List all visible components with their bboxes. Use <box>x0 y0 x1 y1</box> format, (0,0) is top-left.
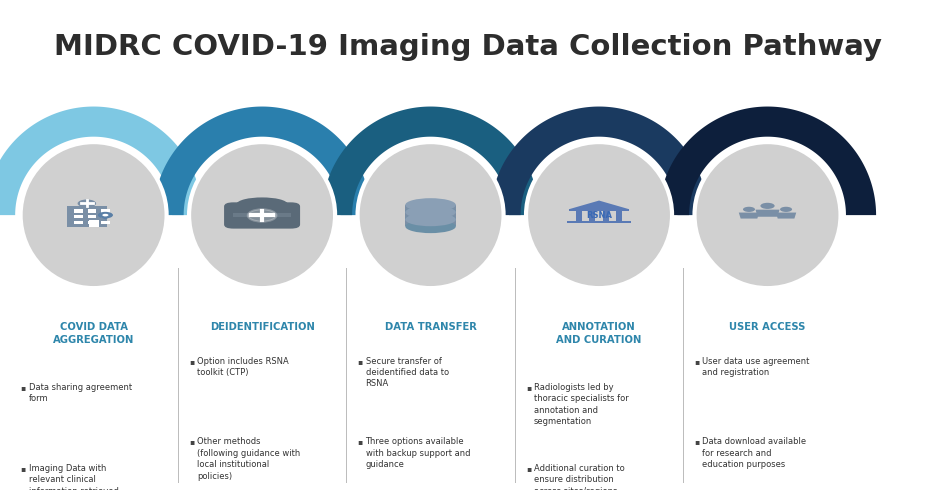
Text: ▪: ▪ <box>21 464 26 473</box>
Polygon shape <box>490 106 708 215</box>
Text: RSNA: RSNA <box>586 211 612 220</box>
Polygon shape <box>659 106 876 215</box>
Ellipse shape <box>405 220 456 233</box>
FancyBboxPatch shape <box>233 213 291 217</box>
Ellipse shape <box>405 205 456 219</box>
Text: USER ACCESS: USER ACCESS <box>729 322 806 332</box>
Text: Option includes RSNA
toolkit (CTP): Option includes RSNA toolkit (CTP) <box>197 357 289 377</box>
FancyBboxPatch shape <box>89 220 98 227</box>
FancyBboxPatch shape <box>224 202 300 229</box>
Text: COVID DATA
AGGREGATION: COVID DATA AGGREGATION <box>53 322 134 345</box>
Text: ▪: ▪ <box>695 357 700 366</box>
Ellipse shape <box>405 198 456 212</box>
Text: ▪: ▪ <box>526 383 532 392</box>
Text: ▪: ▪ <box>189 357 195 366</box>
Circle shape <box>743 207 755 212</box>
Text: Imaging Data with
relevant clinical
information retrieved
per provided criteria: Imaging Data with relevant clinical info… <box>29 464 119 490</box>
Ellipse shape <box>405 212 456 226</box>
Text: User data use agreement
and registration: User data use agreement and registration <box>702 357 810 377</box>
Circle shape <box>760 203 775 209</box>
FancyBboxPatch shape <box>88 220 96 224</box>
FancyBboxPatch shape <box>405 205 456 212</box>
FancyBboxPatch shape <box>567 221 631 223</box>
Text: ▪: ▪ <box>695 438 700 446</box>
Polygon shape <box>154 106 371 215</box>
FancyBboxPatch shape <box>590 211 595 221</box>
Text: Additional curation to
ensure distribution
across sites/regions: Additional curation to ensure distributi… <box>534 464 624 490</box>
Ellipse shape <box>189 142 335 288</box>
FancyBboxPatch shape <box>74 215 82 219</box>
Text: ▪: ▪ <box>358 438 363 446</box>
FancyBboxPatch shape <box>603 211 608 221</box>
Polygon shape <box>776 213 797 219</box>
Text: Radiologists led by
thoracic specialists for
annotation and
segmentation: Radiologists led by thoracic specialists… <box>534 383 629 426</box>
Circle shape <box>78 199 96 207</box>
FancyBboxPatch shape <box>88 215 96 219</box>
Ellipse shape <box>695 142 841 288</box>
Text: ANNOTATION
AND CURATION: ANNOTATION AND CURATION <box>556 322 642 345</box>
Text: ▪: ▪ <box>358 357 363 366</box>
Text: ▪: ▪ <box>21 383 26 392</box>
FancyBboxPatch shape <box>66 206 107 227</box>
FancyBboxPatch shape <box>576 211 582 221</box>
FancyBboxPatch shape <box>101 215 110 219</box>
Ellipse shape <box>405 213 456 226</box>
Polygon shape <box>100 217 110 220</box>
Text: Data sharing agreement
form: Data sharing agreement form <box>29 383 132 403</box>
Circle shape <box>780 207 792 212</box>
FancyBboxPatch shape <box>74 220 82 224</box>
Circle shape <box>98 212 113 219</box>
FancyBboxPatch shape <box>88 209 96 213</box>
Text: DEIDENTIFICATION: DEIDENTIFICATION <box>210 322 314 332</box>
Polygon shape <box>0 106 202 215</box>
Polygon shape <box>322 106 539 215</box>
Polygon shape <box>569 200 629 209</box>
Text: ▪: ▪ <box>189 438 195 446</box>
FancyBboxPatch shape <box>405 220 456 226</box>
Text: Other methods
(following guidance with
local institutional
policies): Other methods (following guidance with l… <box>197 438 300 481</box>
FancyBboxPatch shape <box>405 212 456 219</box>
FancyBboxPatch shape <box>74 209 82 213</box>
FancyBboxPatch shape <box>101 209 110 213</box>
FancyBboxPatch shape <box>616 211 622 221</box>
Text: Secure transfer of
deidentified data to
RSNA: Secure transfer of deidentified data to … <box>366 357 448 389</box>
Ellipse shape <box>358 142 504 288</box>
Text: ▪: ▪ <box>526 464 532 473</box>
Text: Data download available
for research and
education purposes: Data download available for research and… <box>702 438 807 469</box>
Ellipse shape <box>21 142 167 288</box>
Text: DATA TRANSFER: DATA TRANSFER <box>385 322 476 332</box>
Circle shape <box>102 214 109 217</box>
Circle shape <box>248 209 276 221</box>
Text: MIDRC COVID-19 Imaging Data Collection Pathway: MIDRC COVID-19 Imaging Data Collection P… <box>54 33 882 61</box>
Polygon shape <box>755 210 780 217</box>
FancyBboxPatch shape <box>101 220 110 224</box>
Ellipse shape <box>526 142 672 288</box>
Polygon shape <box>739 213 759 219</box>
Text: Three options available
with backup support and
guidance: Three options available with backup supp… <box>366 438 470 469</box>
Ellipse shape <box>405 205 456 219</box>
FancyBboxPatch shape <box>569 209 629 212</box>
